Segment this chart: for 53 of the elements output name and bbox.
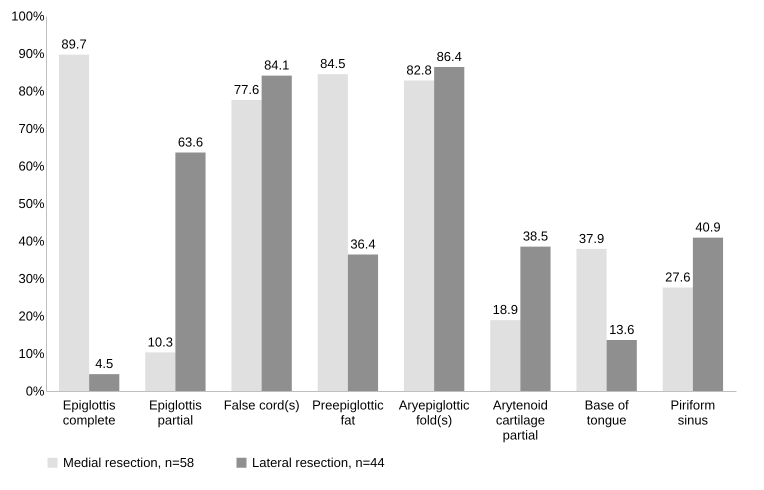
data-label: 37.9 [578, 230, 604, 246]
bar [662, 288, 693, 391]
data-label: 38.5 [522, 228, 548, 244]
legend-label: Medial resection, n=58 [63, 454, 194, 470]
x-tick-label: Epiglottis complete [62, 398, 116, 428]
data-label: 89.7 [61, 36, 87, 52]
bar [145, 352, 176, 391]
bar [58, 54, 90, 391]
x-tick-label: Base of tongue [584, 398, 630, 428]
bar [404, 80, 434, 391]
bar [520, 246, 551, 391]
bar [175, 152, 206, 391]
data-label: 84.5 [320, 56, 346, 72]
data-label: 13.6 [609, 322, 634, 337]
y-tick-label: 30% [18, 271, 45, 286]
bar [434, 67, 464, 391]
y-tick-label: 60% [18, 158, 45, 174]
y-tick-label: 50% [18, 196, 45, 211]
data-label: 36.4 [350, 236, 376, 252]
data-label: 77.6 [234, 82, 260, 97]
data-label: 82.8 [406, 62, 432, 78]
data-label: 63.6 [178, 134, 204, 150]
bar [606, 340, 637, 391]
bar [89, 374, 120, 391]
x-tick-label: Epiglottis partial [149, 398, 202, 428]
data-label: 4.5 [95, 356, 114, 372]
y-tick-label: 20% [18, 308, 45, 324]
legend-label: Lateral resection, n=44 [252, 454, 385, 470]
bar [318, 74, 348, 391]
y-tick-label: 100% [11, 8, 45, 24]
y-tick-label: 80% [18, 84, 45, 98]
data-label: 18.9 [492, 302, 518, 318]
x-tick-label: False cord(s) [224, 398, 300, 412]
data-label: 10.3 [148, 334, 173, 350]
data-label: 84.1 [264, 58, 290, 73]
y-tick-label: 10% [18, 346, 45, 361]
bar [490, 320, 520, 391]
y-tick-label: 40% [18, 234, 45, 248]
x-tick-label: Aryepiglottic fold(s) [398, 398, 470, 428]
bar [262, 76, 292, 391]
y-tick-label: 90% [18, 46, 45, 61]
x-tick-label: Preepiglottic fat [312, 398, 384, 428]
bar [576, 248, 607, 391]
y-tick-label: 0% [26, 384, 45, 398]
y-tick-label: 70% [18, 121, 45, 136]
bar [348, 254, 378, 391]
data-label: 86.4 [436, 49, 462, 64]
bar [231, 100, 262, 391]
data-label: 27.6 [665, 270, 690, 284]
data-label: 40.9 [695, 220, 721, 235]
x-tick-label: Arytenoid cartilage partial [492, 398, 548, 442]
bar [692, 238, 724, 391]
x-tick-label: Piriform sinus [670, 398, 716, 428]
